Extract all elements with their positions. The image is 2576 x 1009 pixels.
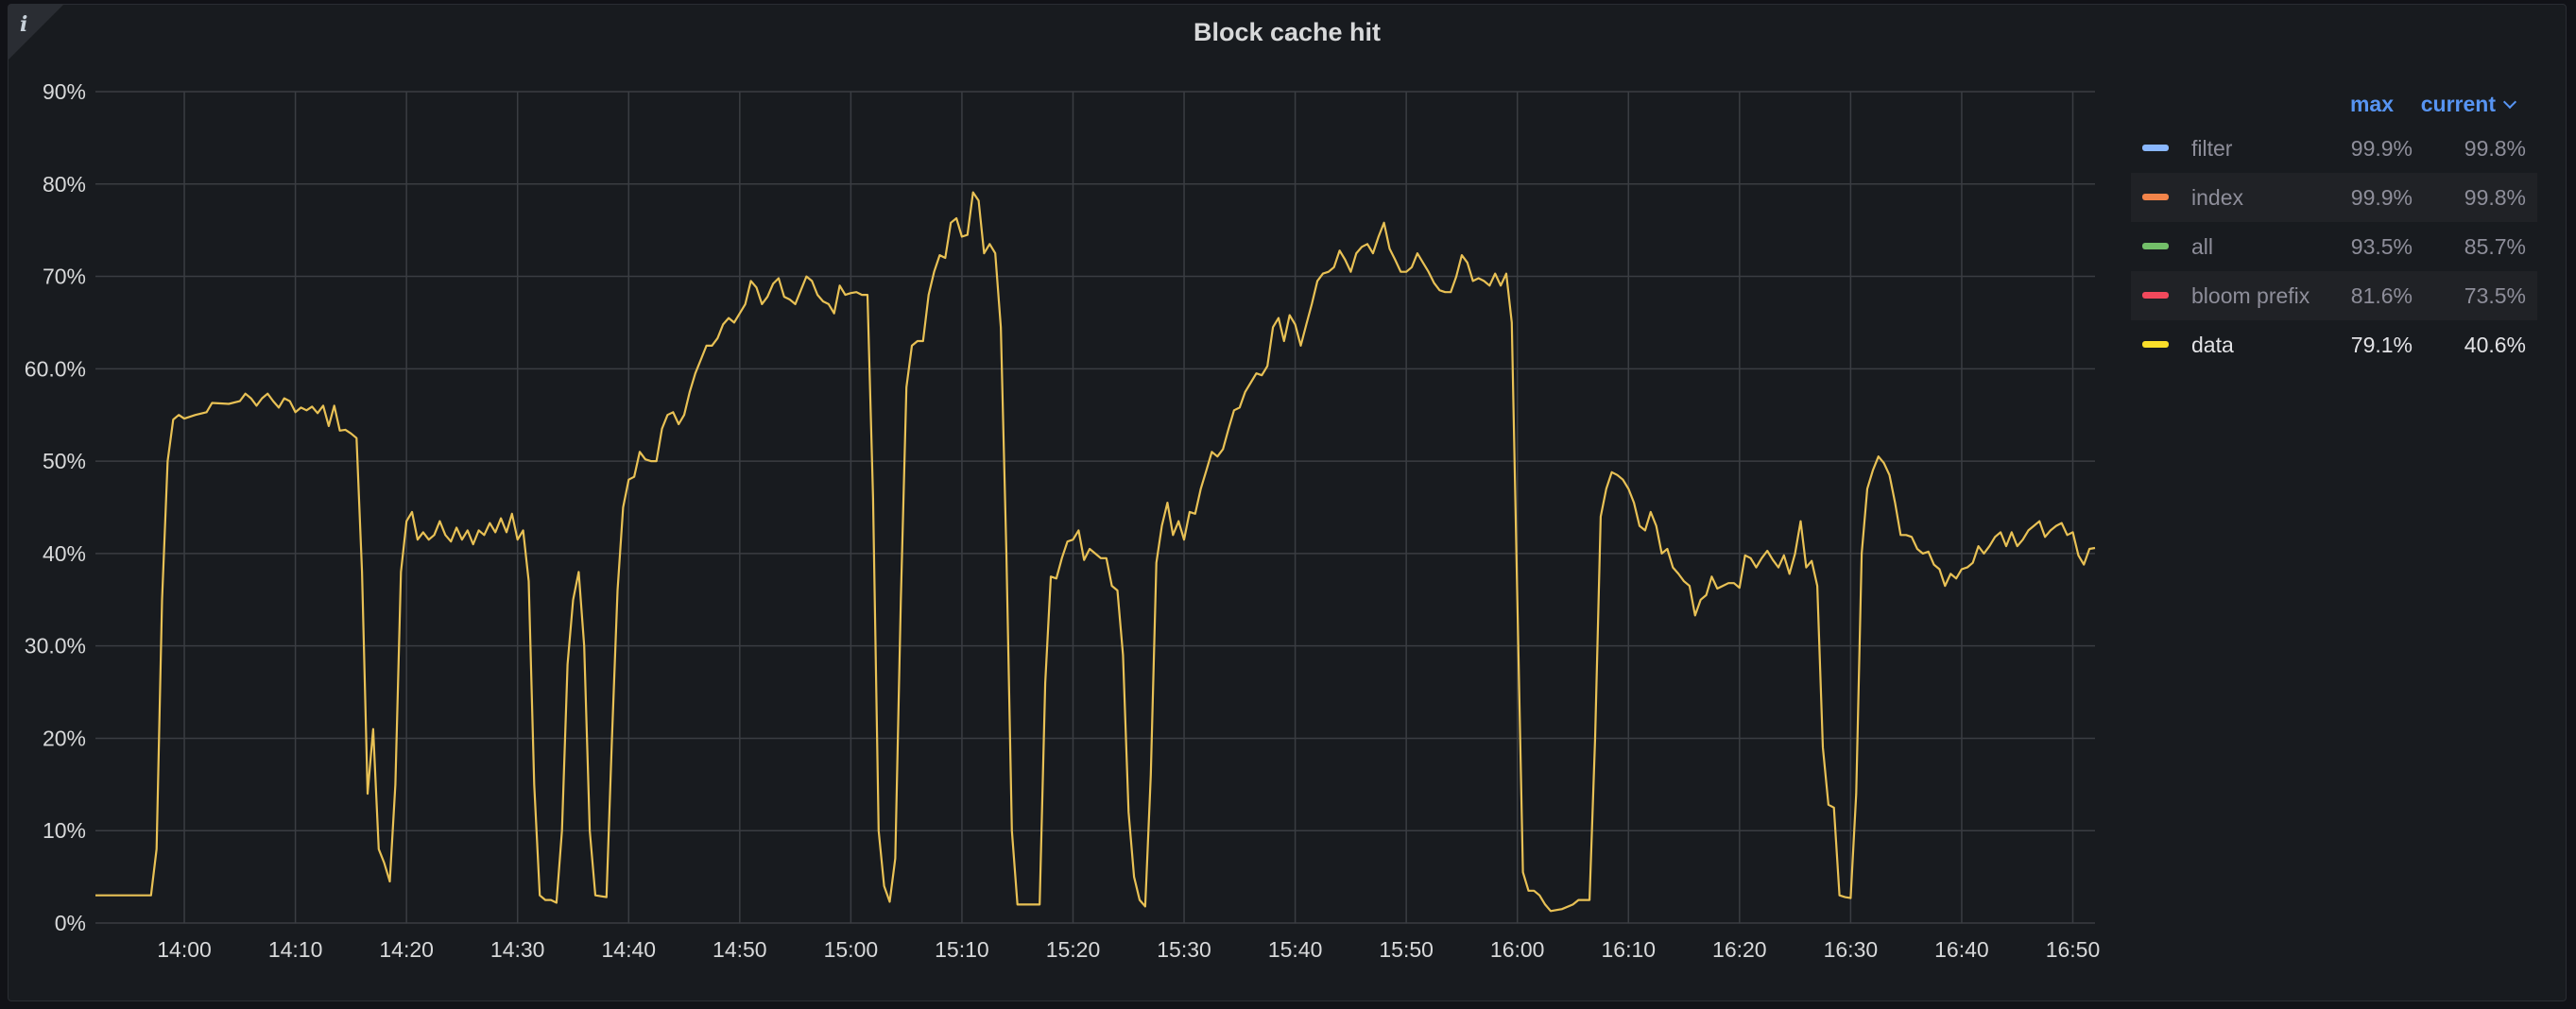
y-tick-label: 40% [43,541,86,566]
legend: max current filter 99.9% 99.8% index 99.9% 99… [2131,86,2537,369]
legend-sort-current-label: current [2420,92,2496,116]
legend-name[interactable]: data [2191,333,2234,357]
panel-title[interactable]: Block cache hit [1193,18,1382,46]
legend-name[interactable]: filter [2191,136,2233,161]
y-tick-label: 70% [43,265,86,289]
x-tick-label: 15:10 [935,937,989,962]
x-tick-label: 14:40 [601,937,656,962]
legend-swatch[interactable] [2142,341,2169,348]
legend-swatch[interactable] [2142,194,2169,200]
info-icon[interactable]: i [20,12,28,37]
legend-item-data[interactable]: data 79.1% 40.6% [2131,320,2537,369]
legend-header: max current [2131,86,2537,124]
legend-item-index[interactable]: index 99.9% 99.8% [2131,173,2537,222]
x-tick-label: 14:30 [490,937,545,962]
x-tick-label: 16:20 [1712,937,1767,962]
x-tick-label: 14:10 [268,937,323,962]
chart-panel: i Block cache hit 0% 10% 20% 30.0% 40% 50% 60.… [8,4,2567,1001]
y-tick-label: 90% [43,79,86,104]
legend-name[interactable]: index [2191,185,2243,210]
legend-max-value: 93.5% [2350,234,2413,259]
y-tick-label: 80% [43,172,86,197]
line-chart: 0%10%20%30.0%40%50%60.0%70%80%90% 14:00 1… [25,79,2100,962]
y-tick-label: 10% [43,818,86,843]
legend-max-value: 81.6% [2350,283,2413,308]
x-tick-label: 15:40 [1268,937,1323,962]
x-tick-label: 15:20 [1046,937,1101,962]
y-tick-label: 0% [55,911,86,935]
legend-item-all[interactable]: all 93.5% 85.7% [2131,222,2537,271]
legend-max-value: 79.1% [2350,333,2413,357]
series-line-data [95,191,2096,913]
series-layer [95,191,2096,913]
legend-current-value: 73.5% [2464,283,2526,308]
y-tick-label: 20% [43,726,86,750]
legend-current-value: 99.8% [2464,185,2526,210]
y-axis-ticks: 0% 10% 20% 30.0% 40% 50% 60.0% 70% 80% 90% [25,79,86,935]
x-tick-label: 16:00 [1490,937,1545,962]
x-tick-label: 16:30 [1824,937,1879,962]
legend-swatch[interactable] [2142,243,2169,249]
info-corner[interactable] [9,5,63,60]
legend-current-value: 99.8% [2464,136,2526,161]
x-tick-label: 15:30 [1157,937,1211,962]
x-tick-label: 16:40 [1934,937,1989,962]
legend-max-value: 99.9% [2350,185,2413,210]
legend-current-value: 85.7% [2464,234,2526,259]
legend-item-bloom-prefix[interactable]: bloom prefix 81.6% 73.5% [2131,271,2537,320]
y-tick-label: 50% [43,449,86,473]
x-tick-label: 14:20 [379,937,434,962]
x-tick-label: 16:10 [1601,937,1656,962]
x-tick-label: 14:00 [157,937,212,962]
legend-current-value: 40.6% [2464,333,2526,357]
legend-name[interactable]: all [2191,234,2214,259]
x-tick-label: 15:00 [824,937,879,962]
grid-lines [95,91,2095,924]
y-tick-label: 60.0% [25,356,86,381]
x-tick-label: 15:50 [1379,937,1434,962]
legend-name[interactable]: bloom prefix [2191,283,2310,308]
legend-sort-max[interactable]: max [2349,92,2394,116]
legend-swatch[interactable] [2142,145,2169,151]
x-tick-label: 14:50 [713,937,767,962]
x-tick-label: 16:50 [2046,937,2101,962]
legend-sort-current[interactable]: current [2420,92,2517,117]
legend-item-filter[interactable]: filter 99.9% 99.8% [2131,124,2537,173]
chevron-down-icon [2502,94,2517,110]
y-tick-label: 30.0% [25,634,86,658]
x-axis-ticks: 14:00 14:10 14:20 14:30 14:40 14:50 15:00 15:10… [157,937,2100,962]
legend-rows: filter 99.9% 99.8% index 99.9% 99.8% all 93.5% 8… [2131,124,2537,369]
legend-swatch[interactable] [2142,292,2169,299]
legend-max-value: 99.9% [2350,136,2413,161]
